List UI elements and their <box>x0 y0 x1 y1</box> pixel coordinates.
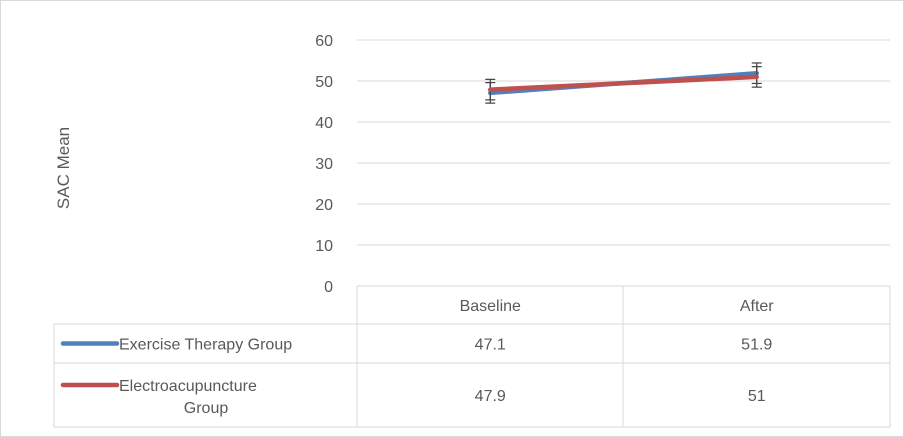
data-table-value: 51 <box>748 388 766 405</box>
series-line <box>488 74 759 92</box>
legend-label: Exercise Therapy Group <box>119 337 292 354</box>
y-tick-label: 30 <box>315 156 333 173</box>
data-table-value: 51.9 <box>741 337 772 354</box>
data-table-value: 47.1 <box>475 337 506 354</box>
y-tick-label: 10 <box>315 238 333 255</box>
legend-label: Electroacupuncture Group <box>119 378 257 417</box>
y-axis-title: SAC Mean <box>54 127 73 209</box>
data-table-value: 47.9 <box>475 388 506 405</box>
x-category-label: After <box>740 298 774 315</box>
y-tick-label: 50 <box>315 74 333 91</box>
y-tick-label: 20 <box>315 197 333 214</box>
x-category-label: Baseline <box>460 298 521 315</box>
y-tick-label: 40 <box>315 115 333 132</box>
y-tick-label: 60 <box>315 33 333 50</box>
y-tick-label: 0 <box>324 279 333 296</box>
